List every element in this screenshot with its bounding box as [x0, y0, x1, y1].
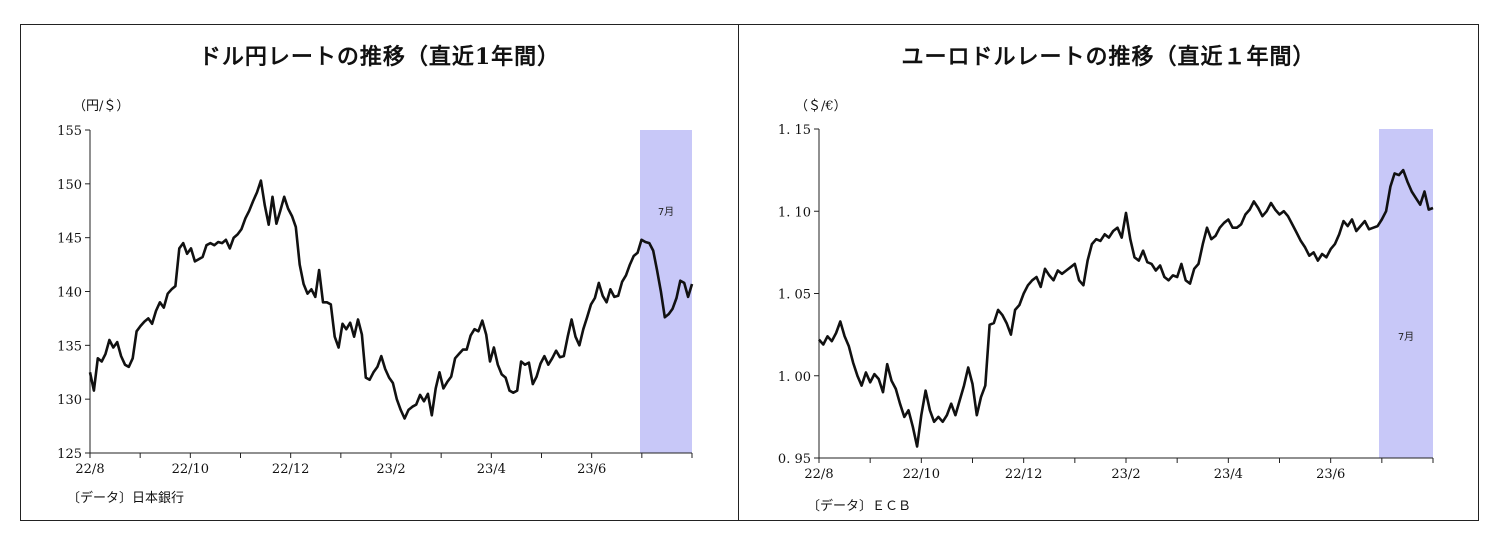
y-tick-label: 1. 00	[778, 370, 811, 385]
x-tick-label: 23/4	[1214, 467, 1243, 482]
x-tick-label: 23/4	[477, 462, 506, 477]
x-tick-label: 23/6	[1316, 467, 1345, 482]
y-tick-label: 140	[57, 286, 82, 301]
y-tick-label: 155	[57, 124, 82, 139]
eur-usd-chart-panel: ユーロドルレートの推移（直近１年間） （＄/€） 7月 0. 95 1. 00 1. …	[738, 24, 1479, 521]
y-tick-label: 150	[57, 178, 82, 193]
eur-usd-line-chart: 7月 0. 95 1. 00 1. 05 1. 10 1. 15 22/8 22/10 22/1…	[778, 123, 1434, 482]
y-tick-label: 1. 10	[778, 205, 811, 220]
x-tick-label: 23/6	[577, 462, 606, 477]
x-tick-label: 22/12	[272, 462, 309, 477]
y-tick-label: 145	[57, 232, 82, 247]
y-unit-label: （＄/€）	[795, 99, 847, 114]
x-tick-label: 23/2	[1111, 467, 1140, 482]
x-tick-label: 22/8	[804, 467, 833, 482]
x-tick-label: 22/10	[903, 467, 940, 482]
highlight-label: 7月	[1398, 331, 1414, 343]
chart-title: ユーロドルレートの推移（直近１年間）	[901, 44, 1316, 70]
usd-jpy-line-chart: 7月 125 130 135 140 145 150 155 22/8 22/10 22/12 23/…	[57, 124, 694, 477]
y-tick-label: 135	[57, 339, 82, 354]
highlight-label: 7月	[658, 206, 674, 218]
july-highlight-band	[640, 130, 692, 453]
exchange-rate-line	[88, 179, 694, 420]
y-tick-label: 130	[57, 393, 82, 408]
usd-jpy-chart-panel: ドル円レートの推移（直近1年間） （円/＄） 7月 125 130 135 140 145…	[20, 24, 739, 521]
x-tick-label: 22/8	[75, 462, 104, 477]
x-tick-label: 23/2	[376, 462, 405, 477]
chart-title: ドル円レートの推移（直近1年間）	[198, 44, 561, 70]
exchange-rate-line	[818, 168, 1434, 448]
x-tick-label: 22/10	[172, 462, 209, 477]
data-source-label: 〔データ〕日本銀行	[67, 491, 185, 506]
y-tick-label: 125	[57, 447, 82, 462]
x-tick-label: 22/12	[1005, 467, 1042, 482]
y-tick-label: 0. 95	[778, 452, 811, 467]
data-source-label: 〔データ〕ＥＣＢ	[807, 499, 912, 514]
y-tick-label: 1. 15	[778, 123, 811, 138]
y-unit-label: （円/＄）	[73, 99, 130, 114]
y-tick-label: 1. 05	[778, 288, 811, 303]
july-highlight-band	[1379, 129, 1433, 458]
